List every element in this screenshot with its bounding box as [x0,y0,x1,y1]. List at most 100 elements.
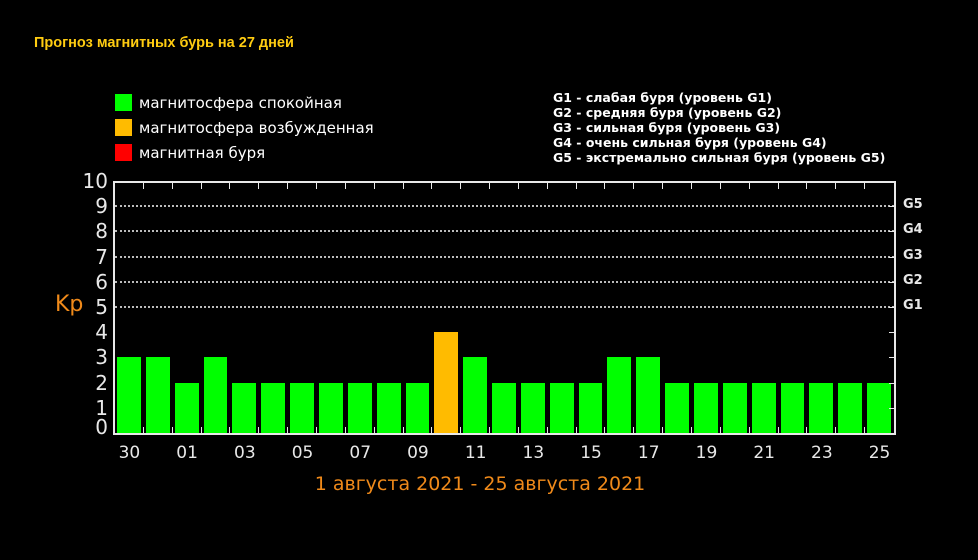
x-tick [662,427,664,433]
color-legend: магнитосфера спокойная магнитосфера возб… [115,90,374,165]
x-tick-top [344,183,346,189]
chart-title: Прогноз магнитных бурь на 27 дней [34,35,294,51]
x-tick [229,427,231,433]
x-tick-top [604,183,606,189]
x-tick-top [517,183,519,189]
date-range-text: 1 августа 2021 - 25 августа 2021 [314,473,646,495]
bar [463,357,488,433]
x-tick-top [777,183,779,189]
y-tick-label: 5 [95,295,108,319]
legend-label: магнитосфера спокойная [139,93,342,112]
x-tick-top [229,183,231,189]
y-tick-label: 4 [95,320,108,345]
bar [232,382,257,433]
bar [434,332,459,433]
bar [751,382,776,433]
x-tick [315,427,317,433]
bar [203,357,228,433]
g-legend-line: G1 - слабая буря (уровень G1) [553,90,772,105]
storm-level-label: G5 [903,197,923,213]
x-tick-top [719,183,721,189]
legend-item-storm: магнитная буря [115,140,374,165]
bar [405,382,430,433]
x-tick [777,427,779,433]
x-tick [806,427,808,433]
gridline [115,280,894,283]
gridline [115,230,894,233]
x-tick-top [431,183,433,189]
g-legend-line: G5 - экстремально сильная буря (уровень … [553,150,886,165]
y-tick-right [889,407,894,409]
x-tick [258,427,260,433]
x-tick-top [546,183,548,189]
x-tick-label: 17 [637,443,660,463]
x-tick [460,427,462,433]
x-tick [373,427,375,433]
x-tick-top [373,183,375,189]
legend-item-excited: магнитосфера возбужденная [115,115,374,140]
storm-level-label: G3 [903,247,923,263]
bar [117,357,141,433]
x-tick-top [575,183,577,189]
x-tick [287,427,289,433]
gridline [115,255,894,258]
legend-label: магнитосфера возбужденная [139,118,374,137]
gridline [115,306,894,308]
x-tick [431,427,433,433]
y-tick-right [889,206,894,208]
y-tick-right [889,357,894,359]
x-tick-top [200,183,202,189]
x-tick [546,427,548,433]
x-tick-label: 01 [176,443,198,463]
x-tick [489,427,491,433]
x-tick-label: 25 [868,443,891,463]
bar [318,382,343,433]
x-tick-label: 13 [522,443,545,463]
x-tick [402,427,404,433]
x-tick [835,427,837,433]
x-tick [575,427,577,433]
bar [694,382,718,433]
storm-level-label: G2 [903,272,923,288]
y-tick-label: 7 [95,244,108,269]
x-tick-label: 11 [464,443,487,463]
x-tick-top [835,183,837,189]
y-tick-right [889,281,894,283]
x-tick-label: 03 [234,443,256,463]
x-tick [748,427,750,433]
x-tick-top [806,183,808,189]
x-tick [517,427,519,433]
bar [492,382,516,433]
storm-level-legend: G1 - слабая буря (уровень G1) G2 - средн… [553,90,885,165]
y-tick-right [889,382,894,384]
x-tick-top [748,183,750,189]
g-legend-line: G4 - очень сильная буря (уровень G4) [553,135,827,150]
x-tick [171,427,173,433]
bar [838,382,863,433]
x-tick-top [171,183,173,189]
x-tick [633,427,635,433]
gridline [115,205,894,208]
x-tick-label: 15 [580,443,602,463]
y-tick-label: 3 [95,345,108,370]
x-tick [344,427,346,433]
x-tick [200,427,202,433]
bar [520,382,545,433]
y-tick-right [889,231,894,233]
x-tick-label: 05 [291,443,314,463]
bar [290,382,314,433]
bar [809,382,834,433]
bar [780,382,805,433]
bar [665,382,690,433]
x-tick-label: 09 [407,443,429,463]
x-tick [604,427,606,433]
x-tick-top [142,183,144,189]
x-tick-label: 23 [811,443,833,463]
x-tick-top [287,183,289,189]
bar [549,382,574,433]
plot-area [113,181,896,435]
x-tick [864,427,866,433]
legend-item-calm: магнитосфера спокойная [115,90,374,115]
bar [347,382,372,433]
bar [722,382,747,433]
